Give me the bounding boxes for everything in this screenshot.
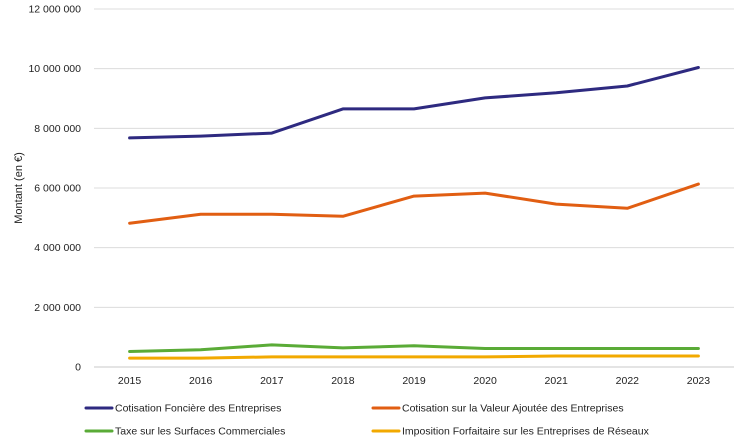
- x-tick-label: 2016: [189, 375, 213, 387]
- y-tick-label: 10 000 000: [28, 63, 81, 75]
- x-tick-label: 2022: [616, 375, 640, 387]
- series-lines: [128, 66, 700, 360]
- x-tick-label: 2018: [331, 375, 355, 387]
- series-line-1: [128, 66, 700, 140]
- x-tick-label: 2017: [260, 375, 284, 387]
- y-tick-label: 8 000 000: [34, 123, 81, 135]
- legend-label: Imposition Forfaitaire sur les Entrepris…: [402, 426, 650, 438]
- y-tick-label: 12 000 000: [28, 4, 81, 16]
- y-tick-label: 2 000 000: [34, 302, 81, 314]
- x-tick-label: 2015: [118, 375, 142, 387]
- legend-label: Taxe sur les Surfaces Commerciales: [115, 426, 285, 438]
- x-tick-label: 2019: [402, 375, 426, 387]
- x-tick-label: 2020: [473, 375, 497, 387]
- series-line-3: [128, 343, 700, 353]
- series-line-4: [128, 354, 700, 360]
- y-tick-label: 6 000 000: [34, 183, 81, 195]
- y-axis-title: Montant (en €): [13, 152, 25, 224]
- x-tick-label: 2023: [687, 375, 711, 387]
- x-axis-tick-labels: 2015 2016 2017 2018 2019 2020 2021 2022 2023: [118, 375, 710, 387]
- y-tick-label: 0: [75, 362, 81, 374]
- y-axis-tick-labels: 0 2 000 000 4 000 000 6 000 000 8 000 000 10 …: [28, 4, 81, 374]
- legend-label: Cotisation sur la Valeur Ajoutée des Ent…: [402, 403, 624, 415]
- gridlines: [94, 8, 734, 368]
- series-line-2: [128, 182, 700, 225]
- legend-label: Cotisation Foncière des Entreprises: [115, 403, 281, 415]
- x-tick-label: 2021: [545, 375, 569, 387]
- y-tick-label: 4 000 000: [34, 242, 81, 254]
- legend: Cotisation Foncière des Entreprises Cotis…: [84, 403, 650, 438]
